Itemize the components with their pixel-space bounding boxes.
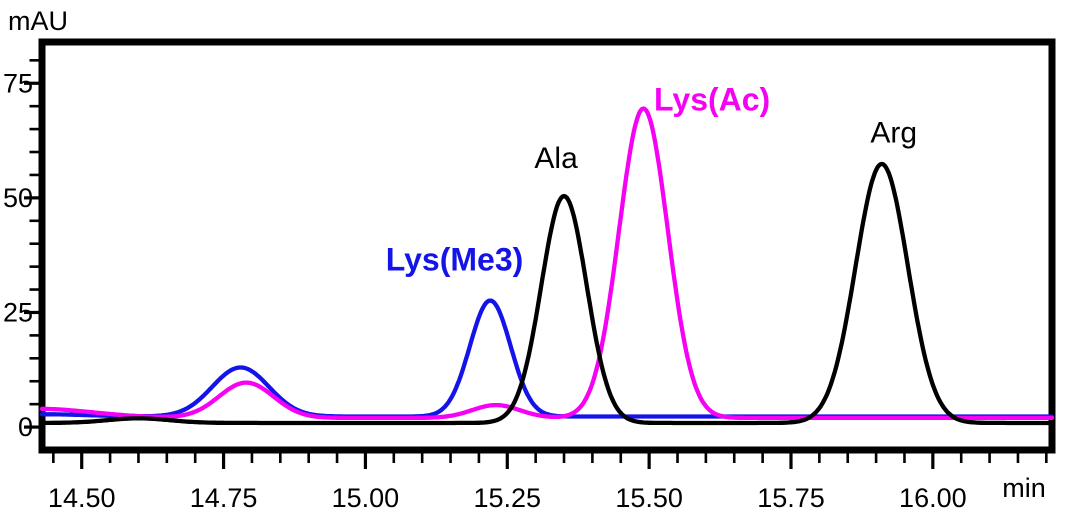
trace-lys-me3-trace-blue <box>39 298 1055 419</box>
peak-label-lys-ac: Lys(Ac) <box>654 81 770 117</box>
x-tick-label: 15.00 <box>332 483 400 513</box>
x-tick-label: 15.25 <box>473 483 541 513</box>
y-axis-unit-label: mAU <box>8 6 68 36</box>
y-tick-label: 50 <box>3 183 33 213</box>
x-tick-label: 15.75 <box>757 483 825 513</box>
peak-label-lys-me3: Lys(Me3) <box>386 241 524 277</box>
trace-ala-arg-trace-black <box>39 161 1055 426</box>
axis-ticks <box>24 59 1048 469</box>
y-tick-label: 0 <box>18 412 33 442</box>
peak-labels: Lys(Me3) Ala Lys(Ac) Arg <box>386 81 917 277</box>
axis-tick-labels: 14.50 14.75 15.00 15.25 15.50 15.75 16.00 0 25 50… <box>3 68 967 513</box>
x-axis-unit-label: min <box>1002 473 1046 503</box>
peak-label-ala: Ala <box>534 142 578 175</box>
x-tick-label: 14.75 <box>190 483 258 513</box>
y-tick-label: 75 <box>3 68 33 98</box>
x-tick-label: 14.50 <box>48 483 116 513</box>
trace-curves <box>39 106 1055 426</box>
peak-label-arg: Arg <box>870 116 917 149</box>
y-tick-label: 25 <box>3 297 33 327</box>
plot-border <box>38 38 1056 454</box>
x-tick-label: 15.50 <box>615 483 683 513</box>
plot-frame <box>38 38 1056 454</box>
x-tick-label: 16.00 <box>899 483 967 513</box>
trace-lys-ac-trace-magenta <box>39 106 1055 421</box>
